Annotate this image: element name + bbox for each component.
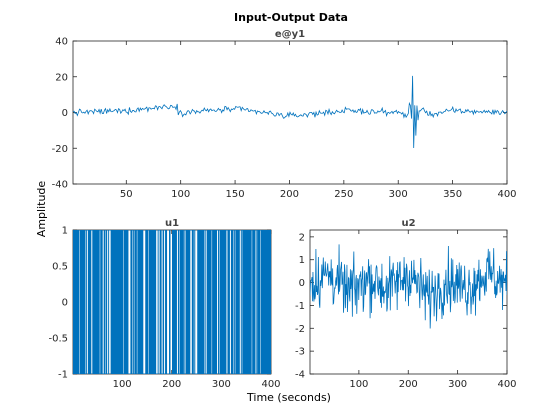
u2-axes: u2 100 200 300 400 -4 -3 -2 -1 0 1 2 [295,218,517,390]
u2-x-tick-label: 200 [399,379,418,390]
u2-x-tick-label: 400 [497,379,516,390]
u2-signal-line [310,244,507,329]
e-y1-x-tick-label: 350 [443,189,462,200]
e-y1-y-tick-label: -20 [52,144,68,155]
e-y1-x-tick-label: 300 [389,189,408,200]
e-y1-subtitle: e@y1 [275,29,305,40]
e-y1-x-tick-label: 150 [226,189,245,200]
u2-subtitle: u2 [401,218,415,229]
u1-y-tick-label: 0.5 [52,262,68,273]
x-axis-label: Time (seconds) [246,391,331,404]
u1-x-tick-label: 200 [162,379,181,390]
u2-y-tick-label: -2 [295,324,305,335]
e-y1-y-tick-label: 20 [55,72,68,83]
u1-x-tick-label: 300 [212,379,231,390]
e-y1-x-tick-label: 50 [120,189,133,200]
e-y1-x-tick-label: 200 [280,189,299,200]
u2-y-tick-label: -3 [295,347,305,358]
e-y1-y-tick-label: 0 [62,108,68,119]
u2-x-tick-label: 100 [349,379,368,390]
e-y1-x-tick-label: 250 [334,189,353,200]
y-axis-label: Amplitude [35,181,48,238]
u2-y-tick-label: 1 [299,255,305,266]
u2-y-tick-label: -4 [295,370,305,381]
e-y1-axes: e@y1 50 100 150 200 250 300 350 400 -40 -20 0 20 40 [52,29,517,200]
u2-y-tick-label: 2 [299,232,305,243]
e-y1-x-tick-label: 100 [171,189,190,200]
u1-y-tick-label: 1 [62,226,68,237]
e-y1-x-tick-label: 400 [497,189,516,200]
u1-x-tick-label: 400 [261,379,280,390]
u1-signal-line [73,230,271,374]
u1-y-tick-label: 0 [62,298,68,309]
u1-y-tick-label: -1 [58,370,68,381]
e-y1-y-tick-label: -40 [52,180,68,191]
u1-y-tick-label: -0.5 [48,334,68,345]
u1-axes: u1 100 200 300 400 -1 -0.5 0 0.5 1 [48,218,280,390]
e-y1-y-tick-label: 40 [55,37,68,48]
u2-y-tick-label: 0 [299,278,305,289]
figure-title: Input-Output Data [234,11,348,24]
u2-y-tick-label: -1 [295,301,305,312]
u1-subtitle: u1 [165,218,179,229]
u2-x-tick-label: 300 [448,379,467,390]
u1-x-tick-label: 100 [113,379,132,390]
e-y1-signal-line [73,75,507,148]
